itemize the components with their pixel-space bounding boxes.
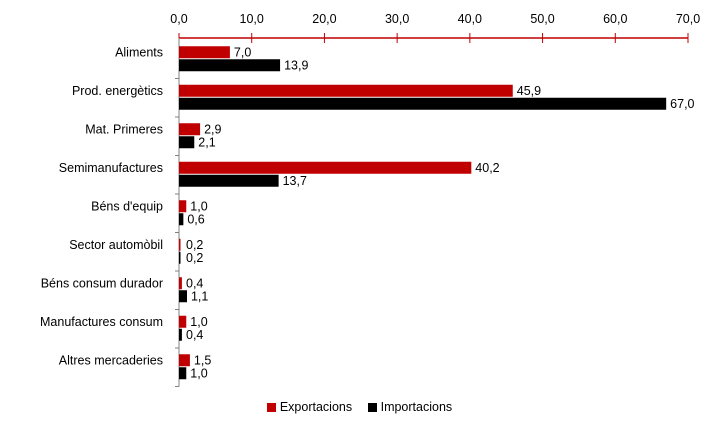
legend-item-exportacions: Exportacions [266, 400, 353, 414]
data-label-importacions: 0,6 [187, 213, 204, 227]
category-label: Manufactures consum [40, 315, 163, 329]
data-label-importacions: 0,4 [186, 328, 203, 342]
data-label-exportacions: 1,5 [194, 354, 211, 368]
category-label: Béns consum durador [41, 277, 163, 291]
bar-exportacions [179, 315, 187, 328]
data-label-importacions: 13,9 [284, 59, 308, 73]
data-label-exportacions: 40,2 [475, 161, 499, 175]
legend-label-exportacions: Exportacions [279, 400, 353, 414]
data-label-exportacions: 0,4 [186, 277, 203, 291]
legend-swatch-exportacions [266, 402, 276, 412]
data-label-importacions: 13,7 [283, 174, 307, 188]
data-label-exportacions: 0,2 [186, 238, 203, 252]
category-label: Mat. Primeres [85, 123, 163, 137]
x-tick-label: 20,0 [312, 12, 336, 26]
bar-importacions [179, 251, 181, 264]
x-tick-label: 10,0 [240, 12, 264, 26]
bar-importacions [179, 367, 187, 380]
bar-importacions [179, 328, 182, 341]
x-tick-label: 40,0 [458, 12, 482, 26]
bar-exportacions [179, 161, 472, 174]
data-label-exportacions: 1,0 [190, 200, 207, 214]
x-tick-label: 70,0 [676, 12, 700, 26]
legend: Exportacions Importacions [0, 400, 719, 415]
bar-chart-svg: 0,0 10,0 20,0 30,0 40,0 50,0 60,0 70,0 Aliments 7… [40, 12, 700, 387]
bar-exportacions [179, 46, 230, 59]
x-tick-label: 0,0 [170, 12, 187, 26]
bar-importacions [179, 59, 281, 72]
bar-exportacions [179, 84, 513, 97]
bar-exportacions [179, 238, 181, 251]
data-label-exportacions: 2,9 [204, 123, 221, 137]
category-label: Aliments [115, 46, 163, 60]
data-label-importacions: 0,2 [186, 251, 203, 265]
category-label: Sector automòbil [69, 238, 163, 252]
x-tick-label: 60,0 [603, 12, 627, 26]
legend-label-importacions: Importacions [380, 400, 453, 414]
legend-item-importacions: Importacions [367, 400, 453, 414]
data-label-exportacions: 1,0 [190, 315, 207, 329]
bar-importacions [179, 97, 667, 110]
legend-swatch-importacions [367, 402, 377, 412]
bar-importacions [179, 174, 279, 187]
bar-exportacions [179, 123, 201, 136]
x-tick-label: 30,0 [385, 12, 409, 26]
data-label-importacions: 1,0 [190, 367, 207, 381]
bar-exportacions [179, 277, 182, 290]
category-label: Prod. energètics [72, 84, 163, 98]
x-tick-label: 50,0 [530, 12, 554, 26]
data-label-exportacions: 45,9 [517, 84, 541, 98]
category-label: Altres mercaderies [59, 354, 163, 368]
data-label-importacions: 1,1 [191, 290, 208, 304]
bar-exportacions [179, 354, 190, 367]
data-label-exportacions: 7,0 [234, 46, 251, 60]
bar-importacions [179, 290, 187, 303]
bar-exportacions [179, 200, 187, 213]
bar-importacions [179, 136, 195, 149]
data-label-importacions: 67,0 [670, 97, 694, 111]
category-label: Semimanufactures [59, 161, 163, 175]
data-label-importacions: 2,1 [198, 136, 215, 150]
bar-importacions [179, 213, 184, 226]
category-label: Béns d'equip [91, 200, 163, 214]
